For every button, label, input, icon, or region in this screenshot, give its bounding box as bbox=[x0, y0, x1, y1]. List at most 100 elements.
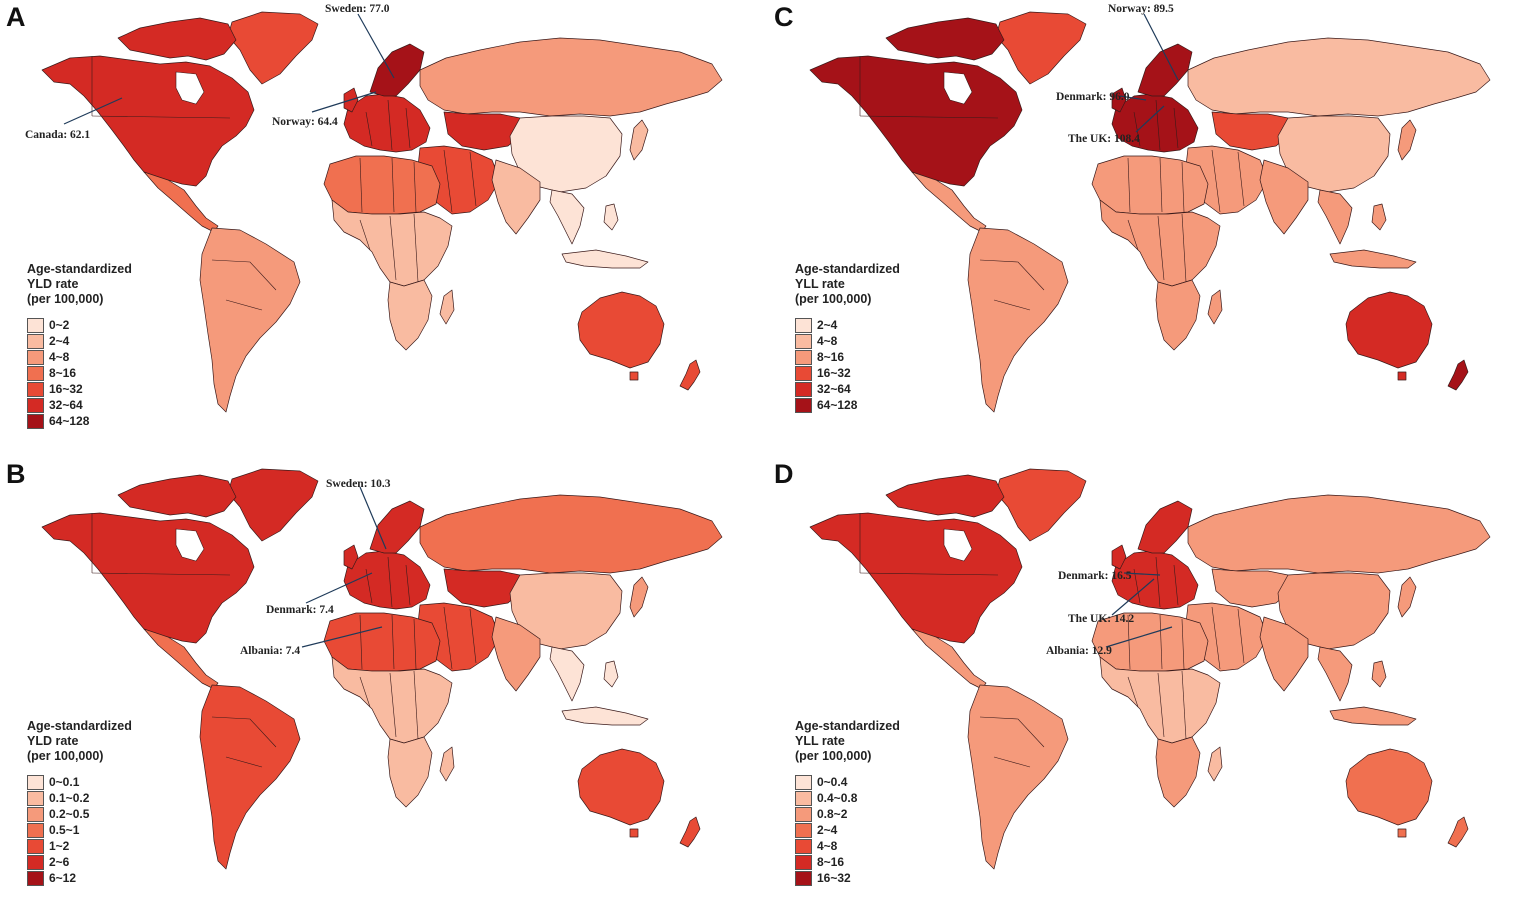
legend-row: 0~2 bbox=[27, 317, 132, 333]
legend-title-line: Age-standardized bbox=[795, 719, 900, 733]
legend-swatch bbox=[27, 317, 44, 333]
legend-title-line: YLL rate bbox=[795, 734, 845, 748]
callout-label: Norway: 89.5 bbox=[1108, 3, 1174, 15]
region-greenland bbox=[995, 468, 1087, 542]
region-madagascar bbox=[1207, 746, 1223, 782]
callouts: Denmark: 16.5 The UK: 14.2 Albania: 12.9 bbox=[1046, 570, 1173, 657]
region-south-asia bbox=[491, 159, 541, 235]
legend-row: 0.4~0.8 bbox=[795, 790, 900, 806]
legend-label: 16~32 bbox=[817, 871, 851, 885]
callout-label: Norway: 64.4 bbox=[272, 116, 338, 128]
legend-label: 32~64 bbox=[49, 398, 83, 412]
continents bbox=[809, 11, 1491, 413]
legend-label: 2~4 bbox=[49, 334, 70, 348]
region-central-asia bbox=[1211, 568, 1291, 608]
region-tasmania bbox=[1397, 371, 1407, 381]
legend-title-line: Age-standardized bbox=[795, 262, 900, 276]
legend-swatch bbox=[27, 870, 44, 886]
world-map: Sweden: 10.3 Denmark: 7.4 Albania: 7.4 bbox=[41, 468, 723, 870]
callout-label: Canada: 62.1 bbox=[25, 129, 90, 141]
region-tasmania bbox=[629, 371, 639, 381]
region-australia bbox=[577, 748, 665, 826]
legend-row: 2~4 bbox=[27, 333, 132, 349]
legend-label: 0~0.4 bbox=[817, 775, 848, 789]
region-uk bbox=[1111, 544, 1127, 570]
legend-title: Age-standardized YLL rate (per 100,000) bbox=[795, 719, 900, 764]
legend-title-line: YLD rate bbox=[27, 277, 79, 291]
map-panel-c: Norway: 89.5 Denmark: 96.0 The UK: 108.4 C… bbox=[768, 0, 1535, 456]
region-central-asia bbox=[443, 111, 523, 151]
legend-title-line: (per 100,000) bbox=[795, 292, 872, 306]
legend-label: 8~16 bbox=[49, 366, 77, 380]
world-map: Sweden: 77.0 Norway: 64.4 Canada: 62.1 bbox=[25, 3, 723, 413]
map-legend: Age-standardized YLD rate (per 100,000) 0~… bbox=[27, 262, 132, 429]
region-japan bbox=[629, 576, 649, 618]
region-philippines bbox=[603, 203, 619, 231]
legend-row: 8~16 bbox=[795, 854, 900, 870]
legend-row: 4~8 bbox=[795, 838, 900, 854]
region-indonesia bbox=[1329, 706, 1417, 726]
legend-row: 8~16 bbox=[795, 349, 900, 365]
region-southern-africa bbox=[387, 279, 433, 351]
region-north-america bbox=[41, 55, 255, 187]
legend-label: 8~16 bbox=[817, 350, 845, 364]
region-southeast-asia bbox=[549, 646, 585, 702]
region-tasmania bbox=[629, 828, 639, 838]
legend-row: 64~128 bbox=[795, 397, 900, 413]
region-north-africa bbox=[323, 155, 441, 215]
legend-row: 2~4 bbox=[795, 822, 900, 838]
legend-swatch bbox=[27, 333, 44, 349]
region-north-america bbox=[809, 55, 1023, 187]
region-china bbox=[509, 572, 623, 650]
callout-leader-line bbox=[1111, 578, 1155, 616]
region-russia bbox=[419, 494, 723, 574]
region-subsaharan-africa bbox=[1099, 199, 1221, 287]
legend-label: 64~128 bbox=[49, 414, 90, 428]
legend-swatch bbox=[795, 806, 812, 822]
legend-swatch bbox=[27, 349, 44, 365]
region-south-asia bbox=[491, 616, 541, 692]
legend-swatch bbox=[795, 838, 812, 854]
legend-label: 0.5~1 bbox=[49, 823, 80, 837]
callout-leader-line bbox=[1143, 13, 1179, 81]
legend-items: 0~0.4 0.4~0.8 0.8~2 2~4 4~8 8~16 16~32 bbox=[795, 774, 900, 886]
region-central-asia bbox=[443, 568, 523, 608]
legend-row: 0.5~1 bbox=[27, 822, 132, 838]
callout-leader-line bbox=[359, 486, 387, 550]
region-russia bbox=[1187, 494, 1491, 574]
region-greenland bbox=[995, 11, 1087, 85]
legend-row: 6~12 bbox=[27, 870, 132, 886]
legend-title-line: (per 100,000) bbox=[27, 292, 104, 306]
region-china bbox=[1277, 115, 1391, 193]
legend-swatch bbox=[795, 870, 812, 886]
region-new-zealand bbox=[1447, 359, 1469, 391]
region-indonesia bbox=[561, 706, 649, 726]
legend-swatch bbox=[795, 381, 812, 397]
region-subsaharan-africa bbox=[331, 199, 453, 287]
region-arctic-islands bbox=[885, 474, 1005, 518]
region-central-asia bbox=[1211, 111, 1291, 151]
region-southeast-asia bbox=[1317, 646, 1353, 702]
legend-swatch bbox=[27, 790, 44, 806]
region-south-asia bbox=[1259, 616, 1309, 692]
legend-swatch bbox=[795, 397, 812, 413]
legend-title: Age-standardized YLD rate (per 100,000) bbox=[27, 719, 132, 764]
legend-row: 0~0.1 bbox=[27, 774, 132, 790]
region-new-zealand bbox=[679, 816, 701, 848]
legend-row: 2~6 bbox=[27, 854, 132, 870]
legend-swatch bbox=[795, 822, 812, 838]
legend-swatch bbox=[795, 317, 812, 333]
legend-title-line: Age-standardized bbox=[27, 719, 132, 733]
legend-label: 64~128 bbox=[817, 398, 858, 412]
region-philippines bbox=[1371, 203, 1387, 231]
region-north-america bbox=[809, 512, 1023, 644]
panel-letter: A bbox=[6, 2, 26, 32]
legend-swatch bbox=[27, 854, 44, 870]
callout-leader-line bbox=[1123, 572, 1161, 576]
legend-row: 32~64 bbox=[27, 397, 132, 413]
region-subsaharan-africa bbox=[1099, 656, 1221, 744]
legend-label: 32~64 bbox=[817, 382, 851, 396]
region-southeast-asia bbox=[549, 189, 585, 245]
region-greenland bbox=[227, 468, 319, 542]
panel-letter: C bbox=[774, 2, 794, 32]
